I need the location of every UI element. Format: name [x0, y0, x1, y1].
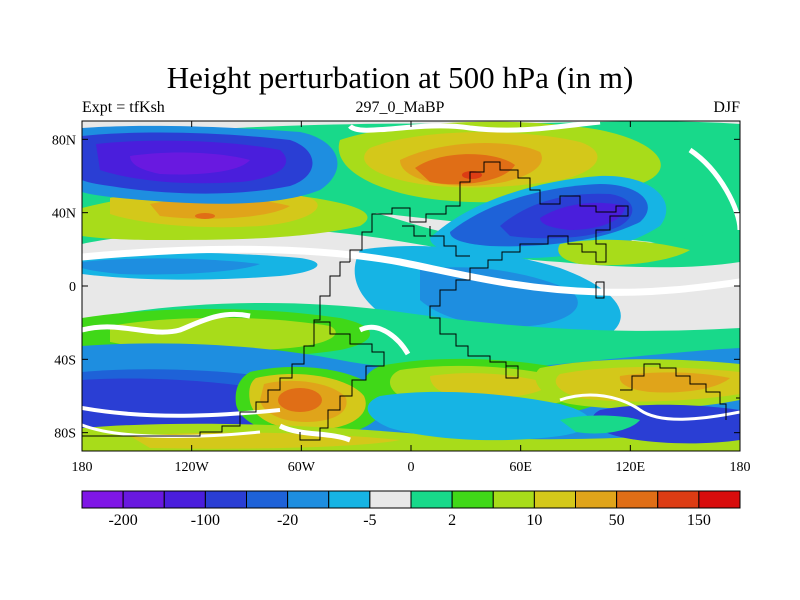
lon-tick-label: 120E	[616, 460, 646, 475]
contour-field	[82, 121, 740, 451]
colorbar-box	[204, 490, 247, 509]
axis-ticks	[81, 121, 741, 451]
experiment-label: Expt = tfKsh	[82, 99, 165, 116]
colorbar-box	[369, 490, 412, 509]
colorbar	[81, 490, 741, 509]
colorbar-box	[81, 490, 124, 509]
lat-tick-label: 0	[69, 280, 76, 295]
lat-tick-label: 80N	[52, 133, 76, 148]
colorbar-box	[451, 490, 494, 509]
colorbar-box	[575, 490, 618, 509]
colorbar-box	[287, 490, 330, 509]
colorbar-label: -200	[108, 512, 137, 529]
colorbar-label: 2	[448, 512, 456, 529]
chart-title: Height perturbation at 500 hPa (in m)	[166, 60, 634, 95]
colorbar-labels: -200 -100 -20 -5 2 10 50 150	[108, 512, 710, 529]
colorbar-box	[533, 490, 576, 509]
colorbar-label: -20	[277, 512, 298, 529]
colorbar-box	[657, 490, 700, 509]
coastline	[82, 161, 740, 441]
colorbar-box	[246, 490, 289, 509]
colorbar-box	[616, 490, 659, 509]
colorbar-box	[122, 490, 165, 509]
colorbar-label: -5	[363, 512, 376, 529]
lat-tick-label: 40S	[54, 353, 76, 368]
colorbar-label: -100	[191, 512, 220, 529]
lon-tick-label: 60E	[509, 460, 532, 475]
colorbar-label: 150	[687, 512, 711, 529]
colorbar-box	[163, 490, 206, 509]
colorbar-label: 50	[609, 512, 625, 529]
lat-tick-label: 40N	[52, 207, 76, 222]
lon-tick-label: 60W	[288, 460, 316, 475]
lon-tick-label: 0	[408, 460, 415, 475]
lat-tick-label: 80S	[54, 427, 76, 442]
season-label: DJF	[713, 99, 740, 116]
colorbar-box	[492, 490, 535, 509]
axis-labels: 180 120W 60W 0 60E 120E 180 80N 40N 0 40S 80S	[52, 133, 751, 475]
lon-tick-label: 120W	[175, 460, 210, 475]
colorbar-box	[410, 490, 453, 509]
lon-tick-label: 180	[730, 460, 751, 475]
colorbar-box	[698, 490, 741, 509]
run-label: 297_0_MaBP	[355, 99, 445, 116]
colorbar-box	[328, 490, 371, 509]
colorbar-label: 10	[526, 512, 542, 529]
lon-tick-label: 180	[72, 460, 93, 475]
